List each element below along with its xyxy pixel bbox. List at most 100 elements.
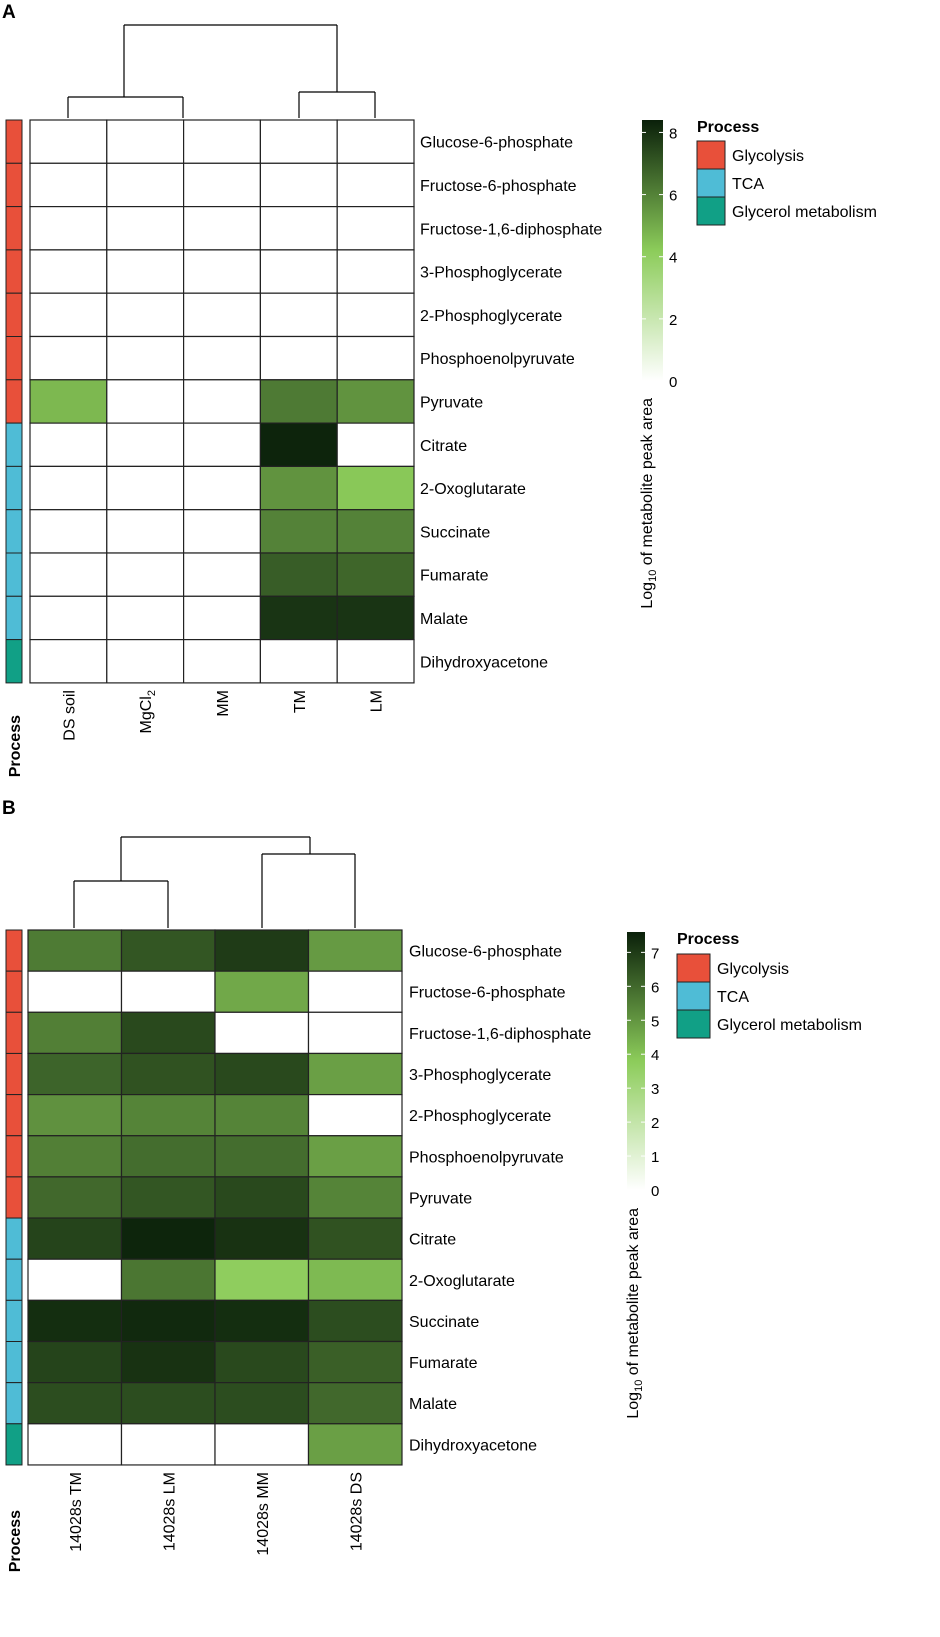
heatmap-cell: [214, 1135, 310, 1178]
column-label: DS soil: [61, 690, 78, 741]
process-bar-tca: [5, 1299, 23, 1342]
heatmap-cell: [183, 162, 262, 208]
colorbar-tick-label: 0: [651, 1183, 659, 1200]
heatmap-cell: [27, 970, 123, 1013]
row-label: Citrate: [409, 1232, 456, 1249]
row-label: Succinate: [409, 1314, 479, 1331]
heatmap-cell: [307, 1135, 403, 1178]
heatmap-cell: [183, 379, 262, 424]
heatmap-cell: [183, 638, 262, 684]
heatmap-cell: [259, 119, 338, 164]
heatmap-cell: [307, 1423, 403, 1466]
heatmap-cell: [27, 1011, 123, 1055]
process-bar-glycolysis: [5, 249, 23, 294]
heatmap-cell: [307, 1093, 403, 1137]
heatmap-cell: [307, 970, 403, 1013]
heatmap-cell: [307, 929, 403, 972]
process-bar-glycolysis: [5, 929, 23, 972]
row-label: Pyruvate: [420, 394, 483, 411]
heatmap-cell: [183, 119, 262, 164]
heatmap-cell: [106, 422, 185, 468]
row-label: Fumarate: [420, 568, 489, 585]
process-bar-glycolysis: [5, 292, 23, 338]
heatmap-cell: [214, 1176, 310, 1219]
heatmap-cell: [106, 552, 185, 597]
colorbar-tick-label: 7: [651, 945, 659, 962]
heatmap-cell: [106, 509, 185, 554]
legend-entry: Glycerol metabolism: [717, 1017, 862, 1034]
legend-swatch-tca: [696, 168, 726, 198]
heatmap-cell: [214, 970, 310, 1013]
heatmap-cell: [259, 335, 338, 381]
row-label: Citrate: [420, 438, 467, 455]
heatmap-cell: [106, 206, 185, 251]
legend-entry: Glycerol metabolism: [732, 204, 877, 221]
heatmap-cell: [120, 1423, 216, 1466]
panel-label: A: [2, 2, 16, 23]
heatmap-cell: [336, 509, 415, 554]
heatmap-cell: [120, 970, 216, 1013]
row-label: Fructose-1,6-diphosphate: [409, 1026, 591, 1043]
colorbar-tick-label: 6: [669, 188, 677, 205]
heatmap-cell: [259, 552, 338, 597]
heatmap-cell: [259, 379, 338, 424]
process-bar-tca: [5, 422, 23, 467]
heatmap-cell: [336, 162, 415, 208]
legend-swatch-glycerol-metabolism: [676, 1009, 711, 1039]
heatmap-cell: [106, 292, 185, 338]
process-bar-glycolysis: [5, 1094, 23, 1137]
row-label: 2-Oxoglutarate: [409, 1273, 515, 1290]
process-bar-tca: [5, 1382, 23, 1425]
heatmap-cell: [27, 1258, 123, 1301]
heatmap-cell: [183, 422, 262, 468]
heatmap-cell: [29, 249, 108, 294]
heatmap-cell: [29, 509, 108, 554]
heatmap-cell: [120, 929, 216, 972]
colorbar-tick-label: 1: [651, 1149, 659, 1166]
heatmap-cell: [29, 422, 108, 468]
heatmap-cell: [27, 1176, 123, 1219]
column-label: 14028s DS: [348, 1472, 365, 1551]
process-bar-glycolysis: [5, 1011, 23, 1054]
heatmap-cell: [120, 1135, 216, 1178]
heatmap-cell: [336, 638, 415, 684]
heatmap-cell: [307, 1217, 403, 1260]
heatmap-cell: [120, 1217, 216, 1260]
panel-label: B: [2, 798, 16, 819]
heatmap-cell: [29, 465, 108, 511]
heatmap-cell: [29, 335, 108, 381]
heatmap-cell: [307, 1052, 403, 1096]
row-label: Succinate: [420, 524, 490, 541]
heatmap-cell: [259, 292, 338, 338]
colorbar: [642, 120, 663, 381]
heatmap-cell: [106, 249, 185, 294]
row-label: 2-Phosphoglycerate: [420, 308, 562, 325]
heatmap-cell: [307, 1340, 403, 1384]
process-bar-tca: [5, 509, 23, 554]
column-label: MM: [215, 690, 232, 717]
colorbar-tick-label: 2: [669, 312, 677, 329]
heatmap-cell: [307, 1382, 403, 1425]
row-label: Pyruvate: [409, 1190, 472, 1207]
row-label: Malate: [420, 611, 468, 628]
colorbar-label-suffix: of metabolite peak area: [625, 1208, 642, 1380]
heatmap-cell: [336, 465, 415, 511]
row-label: Malate: [409, 1396, 457, 1413]
heatmap-cell: [29, 206, 108, 251]
heatmap-cell: [214, 1217, 310, 1260]
column-label: 14028s MM: [255, 1472, 272, 1556]
heatmap-cell: [29, 292, 108, 338]
colorbar-label-prefix: Log: [639, 582, 656, 609]
heatmap-cell: [27, 1093, 123, 1137]
process-bar-glycolysis: [5, 119, 23, 164]
heatmap-cell: [336, 249, 415, 294]
heatmap-cell: [183, 509, 262, 554]
process-bar-glycolysis: [5, 1176, 23, 1219]
heatmap-cell: [120, 1052, 216, 1096]
legend-entry: Glycolysis: [732, 148, 804, 165]
colorbar-label: Log10 of metabolite peak area: [639, 398, 659, 609]
heatmap-cell: [120, 1299, 216, 1343]
colorbar: [627, 932, 645, 1190]
legend-swatch-glycolysis: [676, 953, 711, 983]
heatmap-cell: [106, 638, 185, 684]
